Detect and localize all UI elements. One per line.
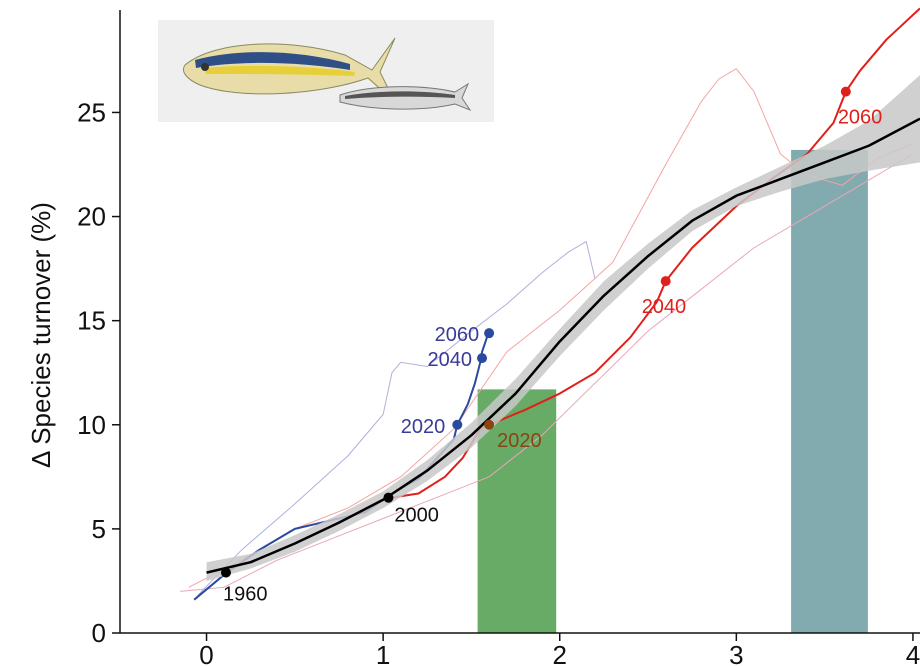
y-tick-label: 10 [77,410,106,440]
page: Δ Species turnover (%) 19602000202020402… [0,0,920,666]
year-point [452,420,462,430]
year-point [841,87,851,97]
x-tick-label: 3 [729,640,743,666]
year-label: 2000 [394,505,439,527]
year-label: 2060 [435,324,480,346]
y-axis-label: Δ Species turnover (%) [26,202,56,468]
year-label: 2060 [838,107,883,129]
year-point [484,420,494,430]
year-label: 1960 [223,584,268,606]
x-tick-label: 0 [199,640,213,666]
year-label: 2020 [497,430,542,452]
year-point [383,493,393,503]
y-tick-label: 0 [92,618,106,648]
year-point [477,353,487,363]
y-tick-label: 15 [77,306,106,336]
tuna-eye [201,63,209,71]
highlight-bar [791,150,868,633]
x-tick-label: 4 [906,640,920,666]
year-point [221,568,231,578]
year-point [484,328,494,338]
year-label: 2040 [428,349,473,371]
year-label: 2040 [642,296,687,318]
chart: Δ Species turnover (%) 19602000202020402… [0,0,920,666]
x-tick-label: 1 [376,640,390,666]
year-point [661,276,671,286]
y-tick-label: 25 [77,97,106,127]
year-label: 2020 [401,416,446,438]
fish-inset [158,20,494,122]
y-tick-label: 20 [77,202,106,232]
x-tick-label: 2 [553,640,567,666]
y-tick-label: 5 [92,514,106,544]
